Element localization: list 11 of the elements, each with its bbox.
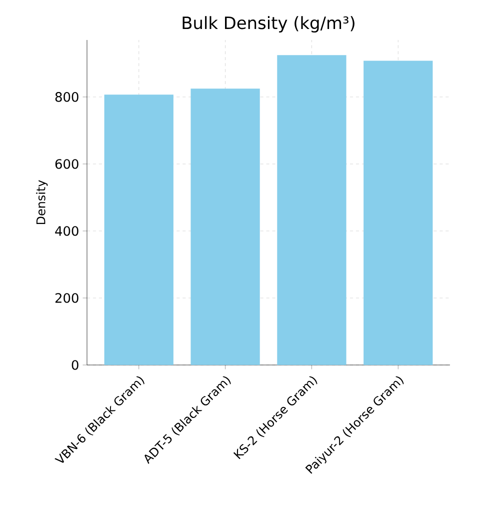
y-tick-label: 0 [72, 360, 78, 370]
y-axis-title: Density [36, 180, 48, 224]
y-tick-label: 200 [55, 293, 78, 303]
bar [364, 60, 433, 365]
bar [277, 55, 346, 365]
bar [104, 94, 174, 365]
y-tick-label: 800 [55, 92, 78, 102]
y-tick-label: 400 [55, 226, 78, 236]
chart-title: Bulk Density (kg/m³) [182, 16, 354, 32]
y-tick-label: 600 [55, 159, 78, 169]
bar [190, 88, 260, 365]
